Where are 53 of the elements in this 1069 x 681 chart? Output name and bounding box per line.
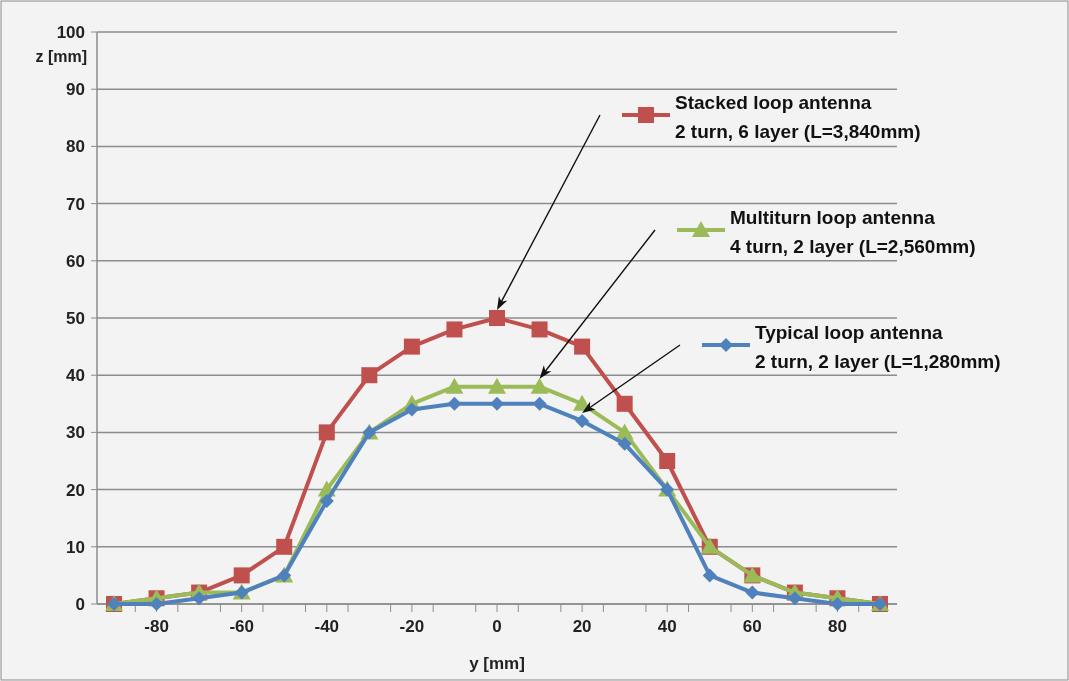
- x-axis-title: y [mm]: [469, 654, 525, 673]
- point: [233, 567, 250, 584]
- x-tick-label: 80: [827, 617, 847, 636]
- legend-label: Typical loop antenna 2 turn, 2 layer (L=1,280mm): [755, 322, 1001, 372]
- point: [659, 453, 676, 469]
- y-axis-title: z [mm]: [35, 48, 87, 65]
- y-tick-label: 70: [66, 194, 85, 214]
- point: [445, 377, 464, 394]
- point: [276, 538, 293, 555]
- point: [702, 568, 717, 583]
- legend-label: Multiturn loop antenna 4 turn, 2 layer (L=2,560mm): [730, 207, 976, 257]
- y-tick-label: 20: [66, 480, 85, 500]
- y-tick-label: 30: [66, 423, 85, 443]
- point: [488, 377, 506, 394]
- y-tick-label: 40: [66, 366, 85, 386]
- y-tick-label: 80: [66, 137, 85, 157]
- point: [787, 591, 802, 606]
- point: [616, 395, 633, 412]
- y-tick-label: 0: [75, 594, 85, 614]
- point: [403, 338, 420, 355]
- point: [192, 591, 207, 606]
- x-tick-label: 0: [492, 617, 502, 636]
- point: [361, 367, 378, 384]
- x-tick-label: -40: [314, 617, 340, 636]
- point: [617, 436, 632, 451]
- point: [446, 321, 463, 338]
- point: [574, 338, 591, 355]
- legend-label: Stacked loop antenna 2 turn, 6 layer (L=3,840mm): [675, 92, 921, 142]
- point: [530, 377, 549, 394]
- point: [575, 413, 590, 428]
- point: [489, 310, 505, 326]
- point: [318, 424, 335, 441]
- point: [447, 396, 462, 411]
- point: [745, 585, 760, 600]
- x-tick-label: 60: [742, 617, 762, 636]
- y-tick-label: 60: [66, 251, 85, 271]
- point: [319, 494, 334, 509]
- y-tick-label: 100: [56, 22, 85, 42]
- point: [532, 396, 547, 411]
- x-tick-label: -20: [399, 617, 425, 636]
- x-tick-label: 20: [572, 617, 592, 636]
- point: [531, 321, 548, 338]
- point: [404, 402, 419, 417]
- point: [149, 597, 164, 611]
- x-tick-label: 40: [657, 617, 677, 636]
- point: [490, 396, 504, 411]
- y-tick-label: 50: [66, 308, 85, 328]
- x-tick-label: -60: [229, 617, 254, 636]
- y-tick-label: 10: [66, 537, 85, 557]
- point: [615, 423, 634, 440]
- x-tick-label: -80: [144, 617, 169, 636]
- y-tick-label: 90: [66, 80, 85, 100]
- point: [830, 597, 845, 611]
